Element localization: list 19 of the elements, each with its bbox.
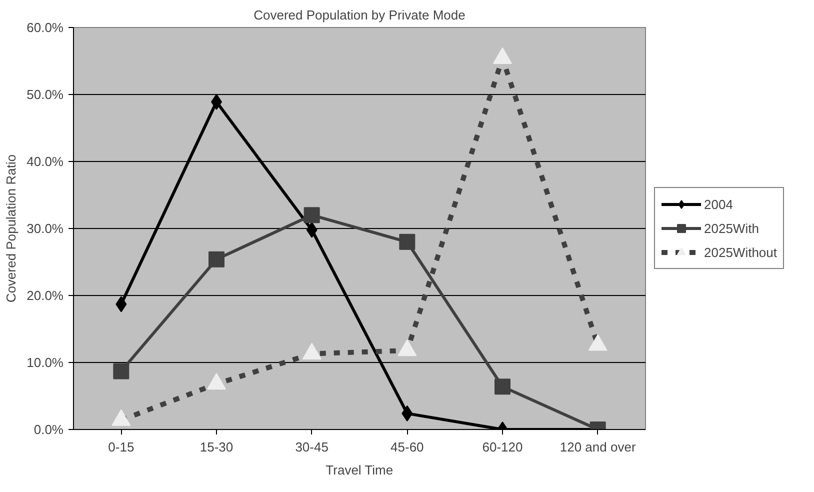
- y-tick-label: 20.0%: [26, 288, 64, 303]
- y-tick-label: 50.0%: [26, 87, 64, 102]
- x-tick-label: 0-15: [108, 440, 134, 454]
- x-tick-label: 45-60: [390, 440, 424, 454]
- y-tick-label: 0.0%: [34, 422, 64, 437]
- x-tick-label: 15-30: [200, 440, 234, 454]
- x-tick-label: 30-45: [295, 440, 328, 454]
- y-tick-label: 10.0%: [26, 355, 64, 370]
- x-tick-label: 120 and over: [560, 440, 636, 454]
- legend-label: 2025With: [704, 220, 759, 236]
- legend-label: 2004: [704, 196, 733, 212]
- x-tick-label: 60-120: [482, 440, 523, 454]
- y-tick-label: 30.0%: [26, 221, 64, 236]
- chart-title: Covered Population by Private Mode: [254, 8, 466, 22]
- y-tick-label: 40.0%: [26, 154, 64, 169]
- y-tick-label: 60.0%: [26, 20, 64, 35]
- legend-label: 2025Without: [704, 244, 777, 260]
- y-axis-title: Covered Population Ratio: [4, 154, 19, 303]
- x-axis-title: Travel Time: [326, 462, 394, 478]
